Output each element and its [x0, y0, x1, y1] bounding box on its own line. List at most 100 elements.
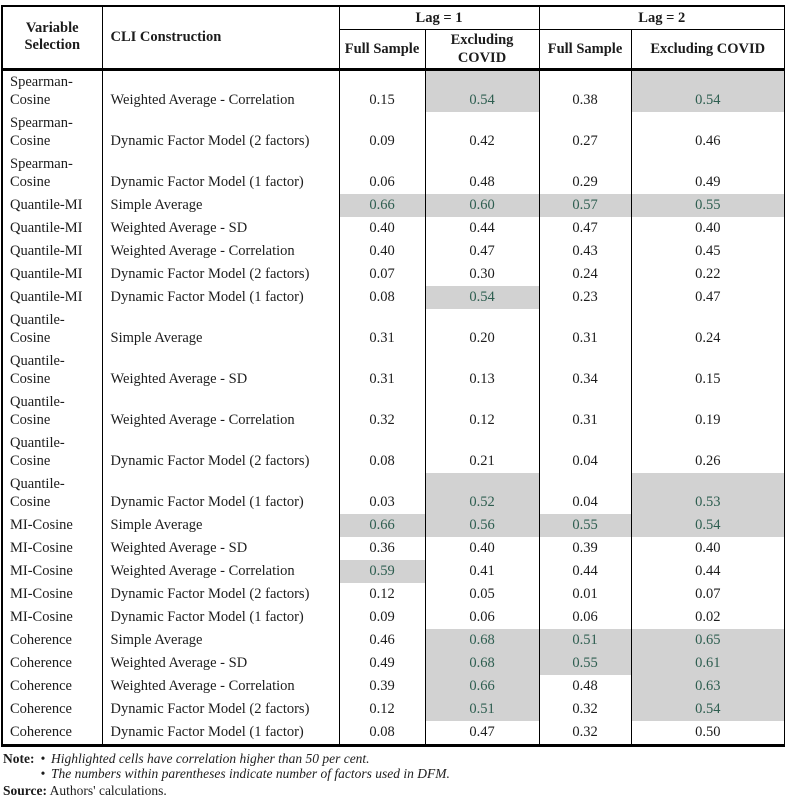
header-excluding-covid-lag2: Excluding COVID — [631, 29, 785, 69]
correlation-value-cell: 0.47 — [539, 217, 631, 240]
table-header: Variable Selection CLI Construction Lag … — [2, 6, 785, 69]
correlation-value-cell: 0.32 — [539, 721, 631, 746]
note-line-2: • The numbers within parentheses indicat… — [3, 766, 784, 782]
correlation-value-cell: 0.06 — [339, 153, 425, 194]
cli-construction-cell: Weighted Average - SD — [102, 217, 339, 240]
correlation-value-cell: 0.48 — [425, 153, 539, 194]
correlation-value-cell: 0.31 — [339, 309, 425, 350]
correlation-value-cell: 0.02 — [631, 606, 785, 629]
variable-selection-cell: Spearman-Cosine — [2, 153, 102, 194]
variable-selection-cell: Quantile-Cosine — [2, 432, 102, 473]
correlation-value-cell-highlighted: 0.52 — [425, 473, 539, 514]
variable-selection-cell: MI-Cosine — [2, 537, 102, 560]
bullet-icon: • — [35, 751, 51, 767]
correlation-value-cell-highlighted: 0.55 — [539, 514, 631, 537]
correlation-value-cell: 0.44 — [425, 217, 539, 240]
cli-construction-cell: Dynamic Factor Model (2 factors) — [102, 583, 339, 606]
correlation-value-cell: 0.41 — [425, 560, 539, 583]
correlation-value-cell: 0.47 — [425, 721, 539, 746]
source-line: Source: Authors' calculations. — [3, 783, 784, 798]
correlation-value-cell-highlighted: 0.54 — [631, 514, 785, 537]
correlation-value-cell: 0.13 — [425, 350, 539, 391]
correlation-value-cell: 0.21 — [425, 432, 539, 473]
variable-selection-cell: Coherence — [2, 698, 102, 721]
correlation-value-cell-highlighted: 0.65 — [631, 629, 785, 652]
variable-selection-cell: Spearman-Cosine — [2, 69, 102, 112]
cli-construction-cell: Weighted Average - SD — [102, 350, 339, 391]
correlation-value-cell: 0.26 — [631, 432, 785, 473]
note-text-2: The numbers within parentheses indicate … — [51, 766, 450, 782]
correlation-value-cell: 0.15 — [339, 69, 425, 112]
correlation-value-cell: 0.31 — [539, 391, 631, 432]
note-label-spacer — [3, 766, 35, 782]
cli-construction-cell: Dynamic Factor Model (2 factors) — [102, 112, 339, 153]
correlation-value-cell: 0.29 — [539, 153, 631, 194]
correlation-value-cell: 0.06 — [425, 606, 539, 629]
correlation-value-cell-highlighted: 0.53 — [631, 473, 785, 514]
correlation-value-cell-highlighted: 0.51 — [539, 629, 631, 652]
header-lag-1: Lag = 1 — [339, 6, 539, 29]
correlation-value-cell-highlighted: 0.66 — [425, 675, 539, 698]
correlation-value-cell: 0.12 — [339, 698, 425, 721]
correlation-value-cell: 0.50 — [631, 721, 785, 746]
correlation-value-cell: 0.20 — [425, 309, 539, 350]
variable-selection-cell: MI-Cosine — [2, 514, 102, 537]
correlation-value-cell-highlighted: 0.54 — [631, 69, 785, 112]
correlation-value-cell: 0.46 — [631, 112, 785, 153]
variable-selection-cell: Quantile-MI — [2, 240, 102, 263]
cli-construction-cell: Weighted Average - Correlation — [102, 240, 339, 263]
cli-construction-cell: Weighted Average - Correlation — [102, 560, 339, 583]
correlation-value-cell: 0.49 — [339, 652, 425, 675]
cli-construction-cell: Weighted Average - SD — [102, 652, 339, 675]
cli-construction-cell: Weighted Average - SD — [102, 537, 339, 560]
cli-construction-cell: Dynamic Factor Model (1 factor) — [102, 606, 339, 629]
correlation-value-cell: 0.44 — [539, 560, 631, 583]
variable-selection-cell: MI-Cosine — [2, 583, 102, 606]
bullet-icon: • — [35, 766, 51, 782]
variable-selection-cell: Coherence — [2, 675, 102, 698]
correlation-value-cell: 0.40 — [631, 537, 785, 560]
cli-construction-cell: Dynamic Factor Model (1 factor) — [102, 286, 339, 309]
correlation-value-cell: 0.30 — [425, 263, 539, 286]
header-full-sample-lag1: Full Sample — [339, 29, 425, 69]
correlation-value-cell: 0.31 — [339, 350, 425, 391]
correlation-value-cell: 0.40 — [339, 240, 425, 263]
cli-construction-cell: Dynamic Factor Model (2 factors) — [102, 698, 339, 721]
correlation-value-cell: 0.47 — [631, 286, 785, 309]
variable-selection-cell: Coherence — [2, 652, 102, 675]
variable-selection-cell: Quantile-MI — [2, 194, 102, 217]
correlation-value-cell: 0.39 — [339, 675, 425, 698]
correlation-value-cell: 0.40 — [425, 537, 539, 560]
correlation-value-cell: 0.36 — [339, 537, 425, 560]
correlation-value-cell: 0.08 — [339, 286, 425, 309]
cli-construction-cell: Dynamic Factor Model (2 factors) — [102, 263, 339, 286]
correlation-value-cell: 0.12 — [425, 391, 539, 432]
correlation-value-cell: 0.49 — [631, 153, 785, 194]
correlation-value-cell: 0.38 — [539, 69, 631, 112]
variable-selection-cell: MI-Cosine — [2, 606, 102, 629]
correlation-value-cell-highlighted: 0.54 — [425, 286, 539, 309]
correlation-value-cell-highlighted: 0.55 — [631, 194, 785, 217]
correlation-value-cell: 0.27 — [539, 112, 631, 153]
cli-construction-cell: Weighted Average - Correlation — [102, 391, 339, 432]
variable-selection-cell: Quantile-MI — [2, 286, 102, 309]
correlation-value-cell-highlighted: 0.61 — [631, 652, 785, 675]
correlation-value-cell: 0.12 — [339, 583, 425, 606]
correlation-value-cell: 0.45 — [631, 240, 785, 263]
correlation-value-cell-highlighted: 0.66 — [339, 514, 425, 537]
correlation-value-cell: 0.42 — [425, 112, 539, 153]
source-text: Authors' calculations. — [50, 783, 167, 798]
cli-construction-cell: Dynamic Factor Model (1 factor) — [102, 473, 339, 514]
